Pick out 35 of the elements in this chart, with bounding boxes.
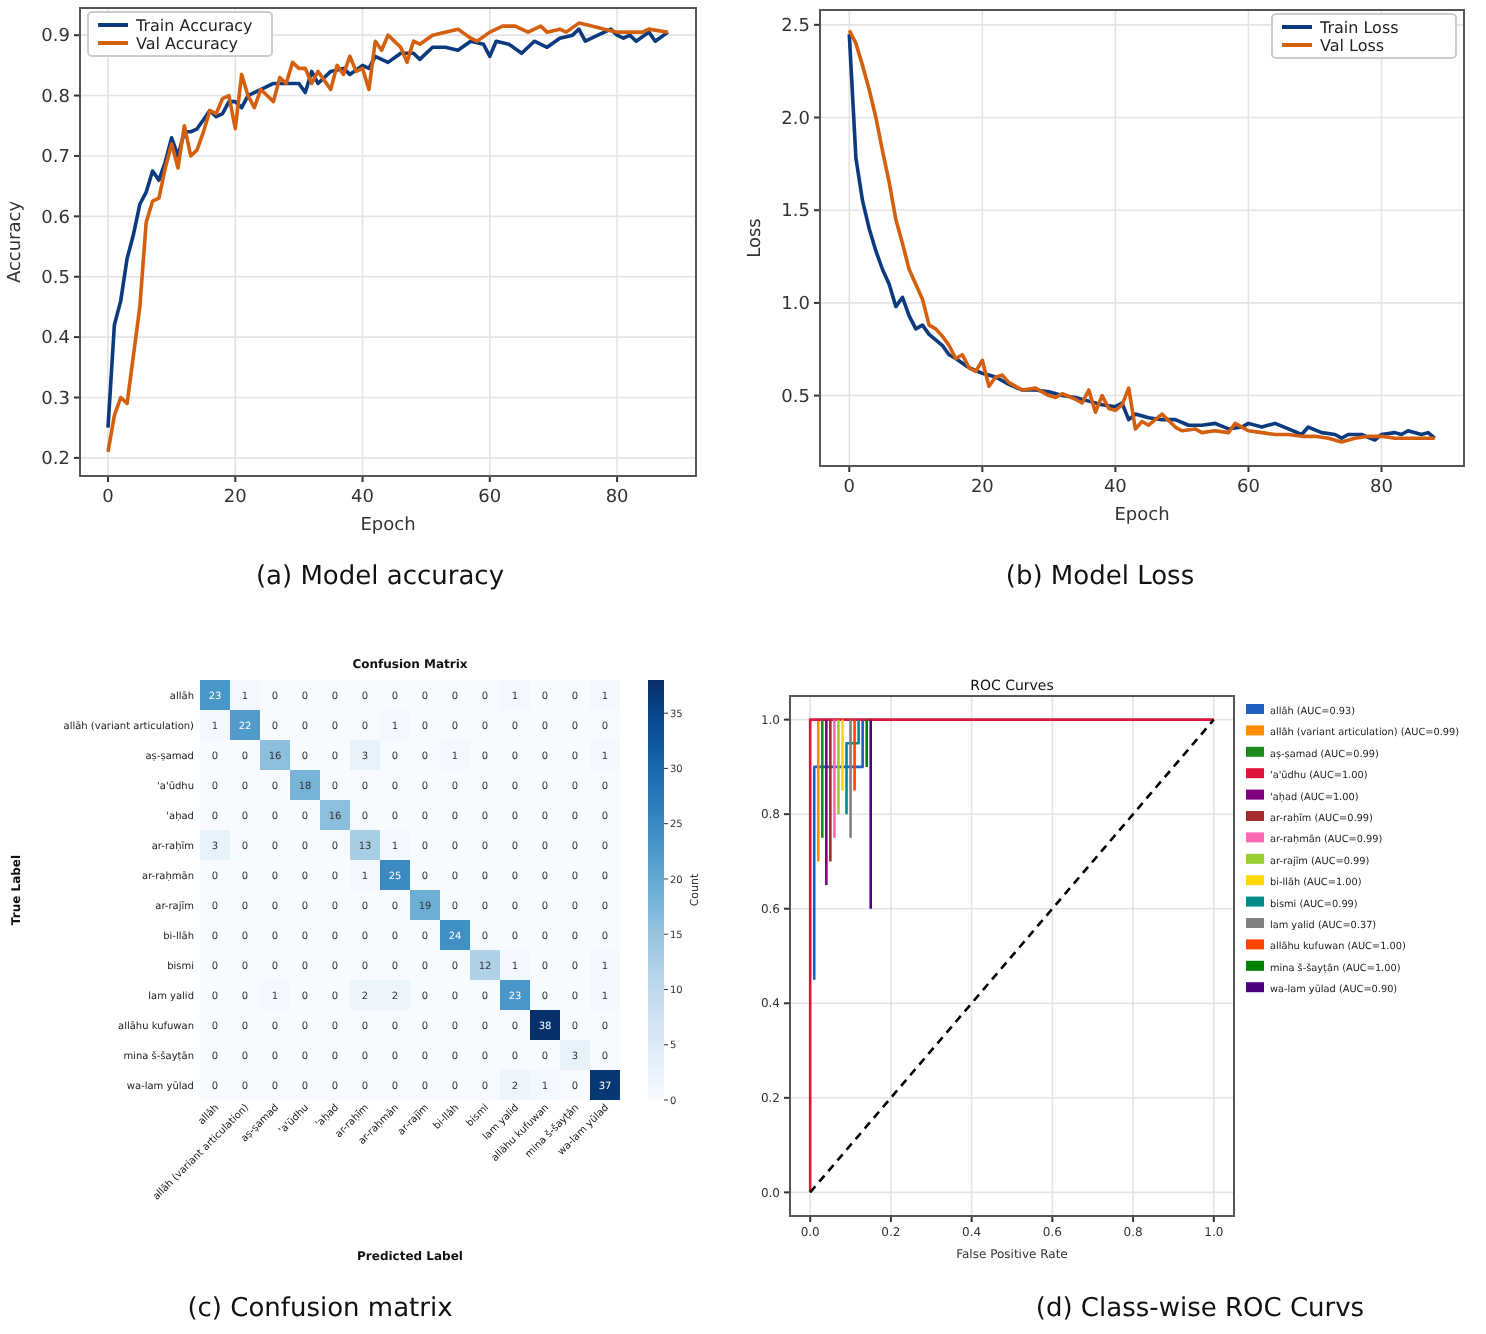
- y-tick-label: 0.7: [41, 148, 70, 169]
- x-tick-label: 40: [351, 488, 375, 508]
- y-axis-title: Loss: [746, 217, 766, 258]
- y-tick-label: 0.2: [41, 450, 70, 471]
- y-tick-label: 0.8: [41, 87, 71, 108]
- text: (a) Model accuracy: [255, 562, 505, 592]
- y-tick-label: 1.0: [781, 295, 811, 316]
- x-tick-label: 20: [223, 488, 248, 508]
- y-tick-label: 0.6: [41, 208, 71, 229]
- x-tick-label: 40: [1103, 478, 1128, 498]
- y-tick-label: 0.3: [41, 389, 70, 410]
- y-tick-label: 2.0: [781, 109, 811, 130]
- y-axis-title: Accuracy: [6, 199, 26, 284]
- legend-label: Val Loss: [1320, 37, 1385, 55]
- y-tick-label: 1.5: [781, 202, 810, 223]
- x-tick-label: 60: [478, 488, 502, 508]
- text: (c) Confusion matrix: [187, 1294, 454, 1324]
- y-tick-label: 0.5: [41, 269, 70, 290]
- x-axis-title: Epoch: [360, 516, 416, 536]
- x-tick-label: 80: [1370, 478, 1394, 498]
- text: (d) Class-wise ROC Curvs: [1035, 1294, 1365, 1324]
- x-axis-title: Epoch: [1114, 506, 1170, 526]
- x-tick-label: 0: [102, 488, 115, 508]
- x-tick-label: 80: [605, 488, 630, 508]
- legend-label: Train Loss: [1318, 19, 1399, 37]
- y-tick-label: 0.9: [41, 27, 71, 48]
- x-tick-label: 0: [843, 478, 856, 498]
- x-tick-label: 20: [970, 478, 995, 498]
- legend-label: Val Accuracy: [136, 35, 239, 53]
- y-tick-label: 2.5: [781, 17, 810, 38]
- legend-label: Train Accuracy: [134, 17, 254, 35]
- text: (b) Model Loss: [1005, 562, 1195, 592]
- x-tick-label: 60: [1236, 478, 1261, 498]
- y-tick-label: 0.5: [781, 387, 810, 408]
- y-tick-label: 0.4: [41, 329, 71, 350]
